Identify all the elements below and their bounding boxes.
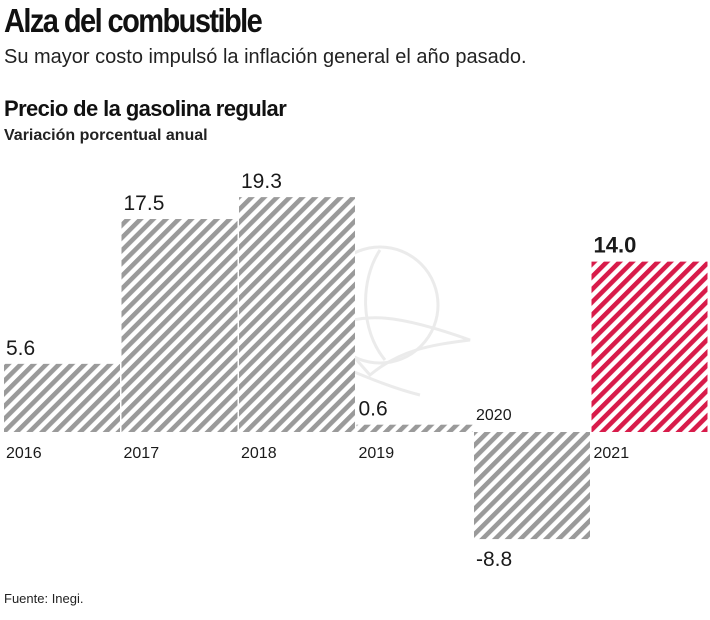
year-label-2018: 2018 — [241, 445, 277, 462]
bar-2018 — [239, 197, 355, 432]
bar-2016 — [4, 363, 120, 432]
value-label-2019: 0.6 — [359, 398, 388, 421]
bar-2021 — [591, 261, 708, 432]
value-label-2018: 19.3 — [241, 170, 282, 193]
bar-chart: 5.6 2016 17.5 2017 19.3 2018 0.6 2019 -8.8 2020 14… — [4, 170, 708, 571]
bar-2020 — [474, 432, 590, 540]
year-label-2017: 2017 — [124, 445, 160, 462]
chart-subtitle: Variación porcentual anual — [4, 127, 208, 144]
year-label-2016: 2016 — [6, 445, 42, 462]
page-title: Alza del combustible — [4, 2, 263, 39]
year-label-2020: 2020 — [476, 407, 512, 424]
year-label-2019: 2019 — [359, 445, 395, 462]
year-label-2021: 2021 — [594, 445, 630, 462]
value-label-2021: 14.0 — [594, 233, 637, 258]
value-label-2017: 17.5 — [124, 192, 165, 215]
bar-2017 — [121, 219, 238, 432]
bar-2019 — [356, 424, 473, 432]
page-subtitle: Su mayor costo impulsó la inflación gene… — [4, 46, 527, 68]
source-note: Fuente: Inegi. — [4, 591, 84, 606]
chart-title: Precio de la gasolina regular — [4, 96, 287, 121]
value-label-2020: -8.8 — [476, 548, 512, 571]
value-label-2016: 5.6 — [6, 337, 35, 360]
